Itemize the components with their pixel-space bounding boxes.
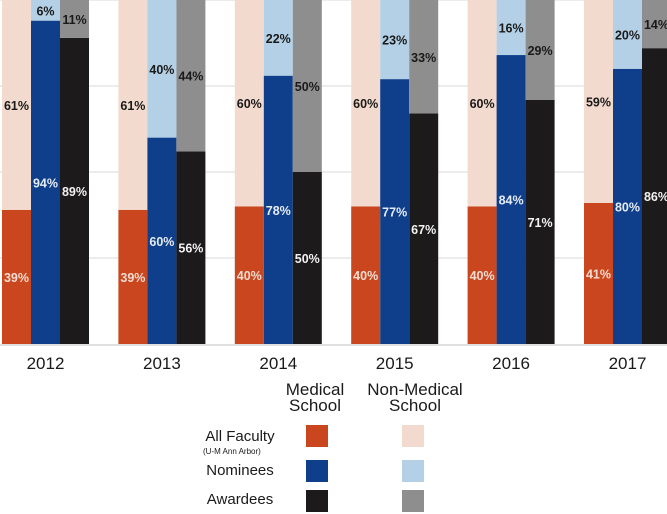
bars	[2, 0, 667, 345]
bar-segment-nominees-non-medical-school-2017	[613, 0, 642, 69]
bar-segment-awardees-medical-school-2015	[409, 113, 439, 345]
bar-segment-nominees-non-medical-school-2016	[496, 0, 526, 56]
legend-row-nominees-label: Nominees	[206, 462, 274, 479]
bar-segment-nominees-non-medical-school-2012	[31, 0, 60, 21]
data-label: 11%	[62, 13, 86, 27]
legend-column-label: Medical School	[285, 380, 345, 415]
x-tick-label: 2012	[27, 354, 65, 373]
data-label: 41%	[586, 267, 611, 281]
data-label: 40%	[353, 269, 378, 283]
legend-swatch-nominees-non-medical	[402, 460, 424, 482]
data-label: 6%	[36, 4, 54, 18]
data-label: 84%	[499, 194, 524, 208]
data-label: 14%	[644, 18, 667, 32]
bar-segment-awardees-non-medical-school-2016	[525, 0, 555, 100]
data-label: 44%	[178, 70, 203, 84]
bar-segment-nominees-medical-school-2014	[263, 75, 293, 345]
bar-segment-all-faculty-non-medical-school-2013	[118, 0, 148, 210]
bar-segment-all-faculty-non-medical-school-2017	[584, 0, 613, 203]
legend-column-label: Non-Medical School	[367, 380, 463, 415]
bar-segment-nominees-medical-school-2012	[31, 20, 60, 344]
bar-segment-all-faculty-medical-school-2017	[584, 202, 613, 344]
data-label: 61%	[120, 99, 145, 113]
x-tick-label: 2015	[376, 354, 414, 373]
bar-segment-awardees-medical-school-2012	[60, 37, 89, 345]
data-label: 50%	[295, 252, 320, 266]
bar-segment-nominees-non-medical-school-2014	[263, 0, 293, 76]
gridlines	[0, 0, 667, 346]
bar-segment-nominees-medical-school-2015	[380, 79, 410, 345]
bar-segment-awardees-non-medical-school-2013	[176, 0, 206, 152]
data-label: 60%	[237, 97, 262, 111]
data-label: 71%	[528, 216, 553, 230]
data-label: 22%	[266, 32, 291, 46]
legend-column-medical: Medical School	[270, 380, 360, 415]
bar-segment-awardees-non-medical-school-2014	[292, 0, 322, 172]
bar-segment-all-faculty-non-medical-school-2016	[467, 0, 497, 207]
bar-segment-awardees-non-medical-school-2015	[409, 0, 439, 114]
legend-column-non-medical: Non-Medical School	[355, 380, 475, 415]
legend-swatch-all-faculty-medical	[306, 425, 328, 447]
legend-row-all-faculty-label: All Faculty	[205, 428, 275, 445]
bar-segment-nominees-non-medical-school-2015	[380, 0, 410, 80]
bar-segment-all-faculty-medical-school-2013	[118, 209, 148, 344]
bar-segment-nominees-medical-school-2017	[613, 68, 642, 345]
legend-swatch-all-faculty-non-medical	[402, 425, 424, 447]
data-label: 39%	[4, 271, 29, 285]
data-label: 40%	[470, 269, 495, 283]
x-tick-label: 2016	[492, 354, 530, 373]
data-label: 16%	[499, 22, 524, 36]
data-label: 29%	[528, 44, 553, 58]
data-label: 80%	[615, 200, 640, 214]
x-tick-label: 2013	[143, 354, 181, 373]
data-label: 77%	[382, 206, 407, 220]
bar-segment-all-faculty-medical-school-2015	[351, 206, 381, 344]
bar-segment-nominees-medical-school-2013	[147, 137, 177, 344]
data-label: 78%	[266, 204, 291, 218]
bar-segment-awardees-non-medical-school-2012	[60, 0, 89, 38]
legend-swatch-awardees-medical	[306, 490, 328, 512]
data-label: 67%	[411, 223, 436, 237]
data-label: 39%	[120, 271, 145, 285]
legend-swatch-awardees-non-medical	[402, 490, 424, 512]
data-label: 56%	[178, 242, 203, 256]
data-label: 33%	[411, 51, 436, 65]
bar-segment-awardees-medical-school-2013	[176, 151, 206, 344]
data-label: 89%	[62, 185, 87, 199]
data-label: 60%	[149, 235, 174, 249]
data-label: 20%	[615, 28, 640, 42]
bar-segment-awardees-medical-school-2017	[642, 48, 667, 344]
legend-row-all-faculty-sublabel: (U-M Ann Arbor)	[203, 447, 261, 456]
data-label: 86%	[644, 190, 667, 204]
data-label: 40%	[237, 269, 262, 283]
bar-segment-all-faculty-non-medical-school-2015	[351, 0, 381, 207]
data-label: 60%	[470, 97, 495, 111]
bar-segment-all-faculty-medical-school-2016	[467, 206, 497, 344]
data-label: 40%	[149, 63, 174, 77]
bar-segment-all-faculty-medical-school-2012	[2, 209, 31, 344]
legend-swatch-nominees-medical	[306, 460, 328, 482]
data-label: 50%	[295, 80, 320, 94]
x-tick-label: 2017	[609, 354, 647, 373]
bar-segment-awardees-non-medical-school-2017	[642, 0, 667, 49]
bar-segment-awardees-medical-school-2016	[525, 99, 555, 344]
bar-segment-all-faculty-non-medical-school-2012	[2, 0, 31, 210]
data-label: 23%	[382, 34, 407, 48]
stacked-bar-chart: 39% 61% 94% 6% 89% 11% 39% 61% 60% 40% 56% 44% 40% 60…	[0, 0, 667, 373]
bar-segment-awardees-medical-school-2014	[292, 172, 322, 344]
data-label: 60%	[353, 97, 378, 111]
bar-segment-all-faculty-medical-school-2014	[234, 206, 264, 344]
data-label: 61%	[4, 99, 29, 113]
legend-row-awardees-label: Awardees	[206, 491, 274, 508]
data-label: 59%	[586, 95, 611, 109]
bar-segment-nominees-non-medical-school-2013	[147, 0, 177, 138]
x-axis-tick-labels: 2012 2013 2014 2015 2016 2017	[27, 354, 647, 373]
x-tick-label: 2014	[259, 354, 297, 373]
data-label: 94%	[33, 176, 58, 190]
bar-segment-nominees-medical-school-2016	[496, 55, 526, 344]
data-labels: 39% 61% 94% 6% 89% 11% 39% 61% 60% 40% 56% 44% 40% 60…	[4, 4, 667, 285]
bar-segment-all-faculty-non-medical-school-2014	[234, 0, 264, 207]
